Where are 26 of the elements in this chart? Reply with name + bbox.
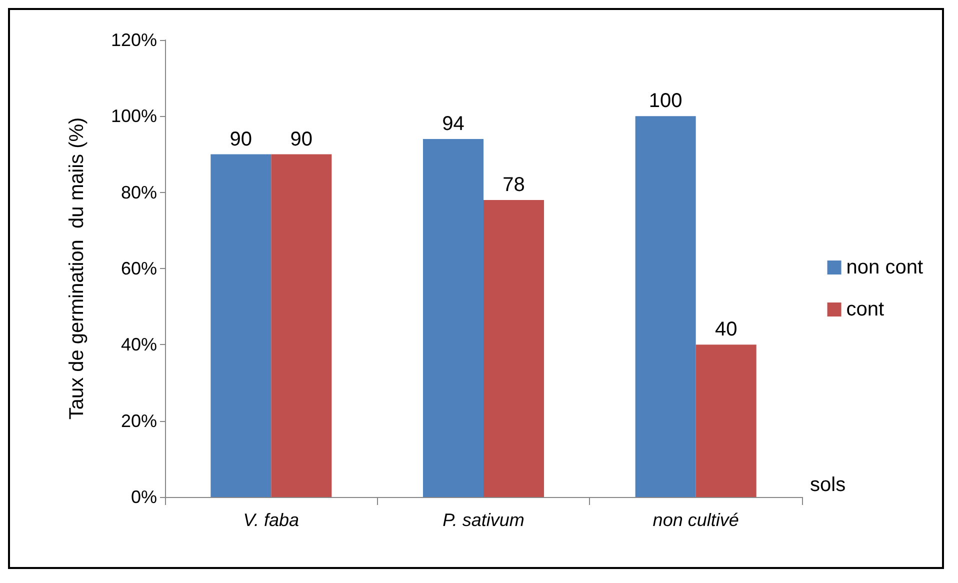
y-tick-label: 120%	[110, 30, 157, 50]
bar	[484, 200, 544, 497]
bar	[696, 344, 756, 497]
x-tick-label: P. sativum	[442, 510, 524, 530]
y-axis-title: Taux de germination du maiis (%)	[66, 117, 88, 420]
data-label: 90	[230, 128, 252, 150]
y-tick-label: 80%	[120, 182, 157, 202]
x-axis-title: sols	[810, 474, 846, 496]
bar	[422, 139, 484, 497]
legend-label: non cont	[846, 256, 924, 278]
y-tick-label: 100%	[110, 106, 157, 126]
y-tick-label: 40%	[120, 334, 157, 355]
bar	[271, 154, 332, 497]
legend-label: cont	[846, 298, 885, 320]
x-tick-label: non cultivé	[652, 510, 739, 530]
data-label: 90	[290, 128, 313, 150]
data-label: 78	[502, 174, 525, 196]
y-tick-label: 20%	[120, 410, 157, 431]
bar	[635, 116, 696, 497]
data-label: 94	[442, 113, 464, 136]
x-tick-label: V. faba	[243, 510, 300, 530]
data-label: 100	[648, 90, 682, 112]
bar	[210, 154, 272, 497]
y-tick-label: 60%	[120, 258, 157, 278]
y-tick-label: 0%	[130, 487, 157, 507]
data-label: 40	[714, 318, 738, 341]
